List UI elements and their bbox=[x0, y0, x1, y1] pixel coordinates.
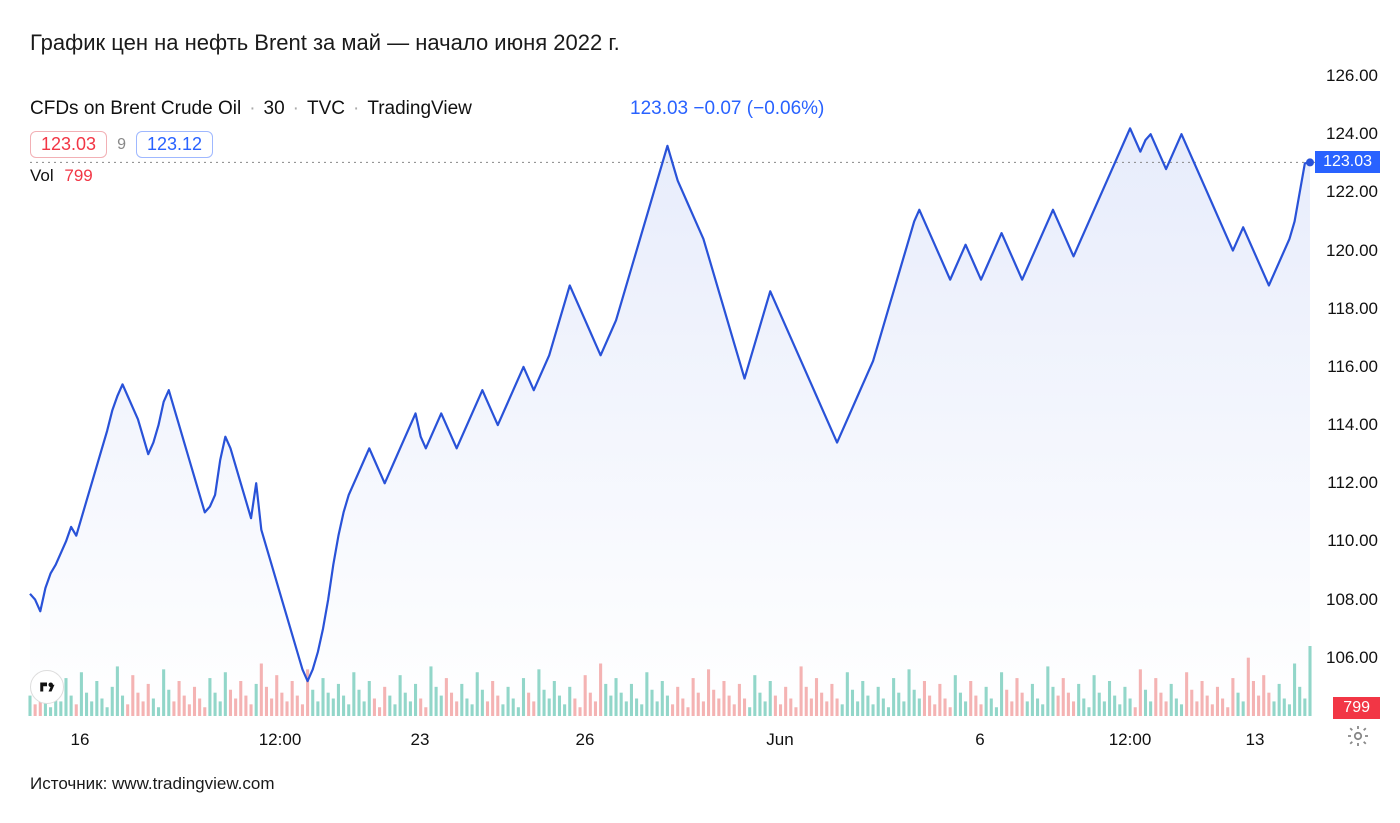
last-price: 123.03 bbox=[630, 98, 688, 119]
y-axis-tick: 106.00 bbox=[1326, 648, 1378, 668]
y-axis-tick: 116.00 bbox=[1327, 357, 1378, 377]
y-axis-tick: 114.00 bbox=[1327, 415, 1378, 435]
tradingview-logo-icon[interactable] bbox=[30, 670, 64, 704]
change-abs: −0.07 bbox=[693, 98, 741, 119]
x-axis-tick: 26 bbox=[576, 730, 595, 750]
page-title: График цен на нефть Brent за май — начал… bbox=[30, 30, 1380, 56]
x-axis-tick: 12:00 bbox=[1109, 730, 1152, 750]
source-attribution: Источник: www.tradingview.com bbox=[30, 774, 1380, 794]
y-axis-tick: 108.00 bbox=[1326, 590, 1378, 610]
last-volume-tag: 799 bbox=[1333, 697, 1380, 719]
x-axis-tick: 12:00 bbox=[259, 730, 302, 750]
change-pct: (−0.06%) bbox=[747, 98, 825, 119]
sell-pill[interactable]: 123.03 bbox=[30, 131, 107, 158]
buy-pill[interactable]: 123.12 bbox=[136, 131, 213, 158]
bid-ask-row: 123.03 9 123.12 bbox=[30, 131, 213, 158]
y-axis-tick: 126.00 bbox=[1326, 66, 1378, 86]
x-axis-tick: 23 bbox=[411, 730, 430, 750]
interval: 30 bbox=[264, 98, 285, 120]
y-axis-tick: 124.00 bbox=[1326, 124, 1378, 144]
exchange: TVC bbox=[307, 98, 345, 120]
platform: TradingView bbox=[367, 98, 472, 120]
symbol-name: CFDs on Brent Crude Oil bbox=[30, 98, 241, 120]
last-price-tag: 123.03 bbox=[1315, 151, 1380, 173]
y-axis-tick: 122.00 bbox=[1326, 182, 1378, 202]
settings-icon[interactable] bbox=[1346, 724, 1370, 748]
x-axis-tick: 6 bbox=[975, 730, 984, 750]
x-axis-tick: 16 bbox=[71, 730, 90, 750]
chart-container[interactable]: CFDs on Brent Crude Oil · 30 · TVC · Tra… bbox=[20, 76, 1380, 756]
vol-text: Vol bbox=[30, 166, 54, 185]
legend-symbol-row: CFDs on Brent Crude Oil · 30 · TVC · Tra… bbox=[30, 98, 472, 120]
x-axis-tick: Jun bbox=[766, 730, 793, 750]
legend-stats: 123.03 −0.07 (−0.06%) bbox=[630, 98, 824, 120]
y-axis-tick: 118.00 bbox=[1327, 299, 1378, 319]
vol-value: 799 bbox=[64, 166, 92, 185]
y-axis-tick: 120.00 bbox=[1326, 241, 1378, 261]
y-axis-tick: 112.00 bbox=[1327, 473, 1378, 493]
price-chart-svg[interactable] bbox=[20, 76, 1380, 756]
x-axis-tick: 13 bbox=[1246, 730, 1265, 750]
volume-legend: Vol 799 bbox=[30, 166, 93, 186]
spread: 9 bbox=[117, 136, 126, 154]
y-axis-tick: 110.00 bbox=[1327, 531, 1378, 551]
